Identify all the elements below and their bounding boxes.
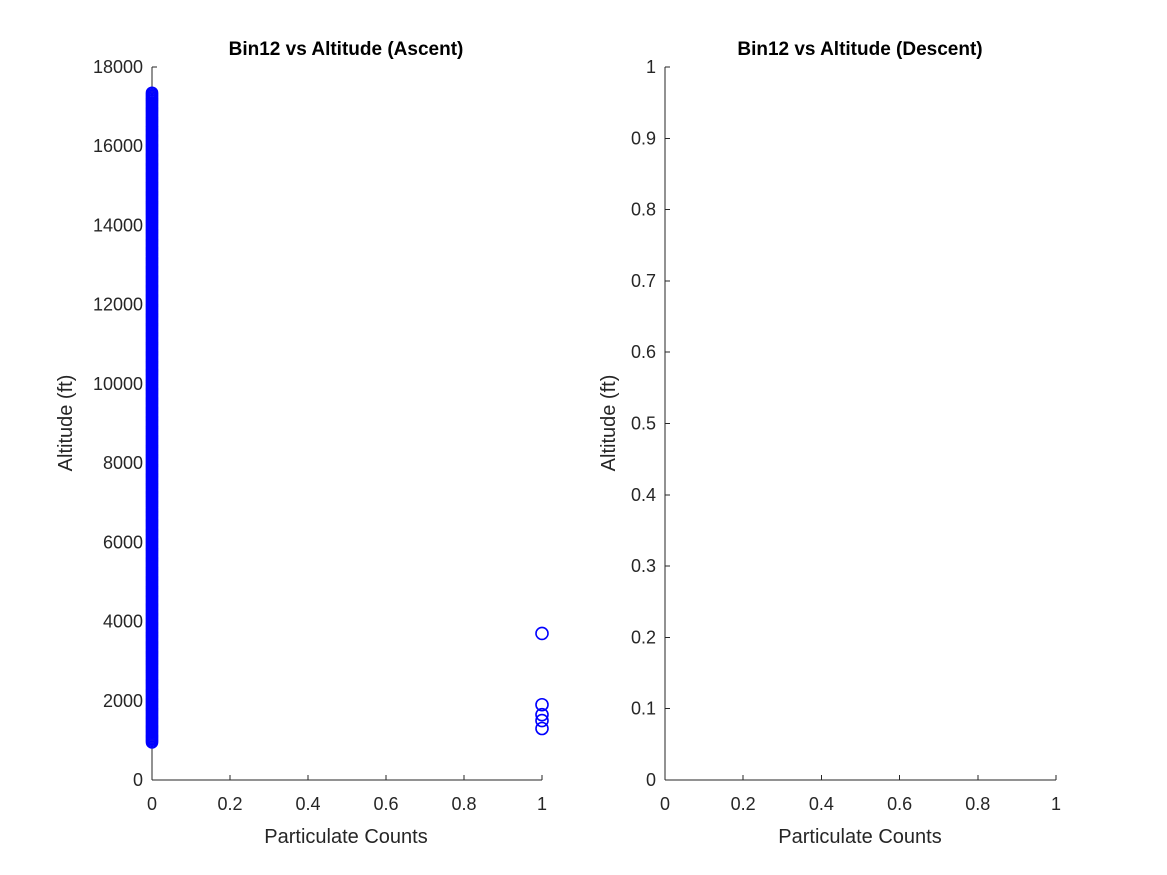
descent-y-tick-label: 0.9 — [631, 128, 656, 148]
ascent-x-tick-label: 0 — [147, 794, 157, 814]
descent-subplot: Bin12 vs Altitude (Descent) 0 0.1 0.2 0.3 0.… — [598, 39, 1061, 848]
ascent-chart-title: Bin12 vs Altitude (Ascent) — [229, 39, 464, 60]
ascent-y-tick-label: 2000 — [103, 691, 143, 711]
descent-x-tick-label: 0.2 — [731, 794, 756, 814]
descent-y-tick-label: 0 — [646, 770, 656, 790]
data-point — [535, 626, 549, 641]
descent-x-ticks: 0 0.2 0.4 0.6 0.8 1 — [660, 775, 1061, 814]
ascent-x-ticks: 0 0.2 0.4 0.6 0.8 1 — [147, 775, 547, 814]
descent-y-tick-label: 0.6 — [631, 342, 656, 362]
ascent-x-axis-label: Particulate Counts — [264, 826, 427, 848]
descent-x-tick-label: 0.8 — [965, 794, 990, 814]
descent-x-tick-label: 0.6 — [887, 794, 912, 814]
ascent-y-tick-label: 0 — [133, 770, 143, 790]
data-point — [535, 713, 549, 728]
descent-chart-title: Bin12 vs Altitude (Descent) — [737, 39, 982, 60]
descent-y-tick-label: 0.3 — [631, 556, 656, 576]
ascent-y-tick-label: 12000 — [93, 295, 143, 315]
ascent-y-tick-label: 10000 — [93, 374, 143, 394]
ascent-x-tick-label: 1 — [537, 794, 547, 814]
ascent-y-tick-label: 8000 — [103, 453, 143, 473]
data-point — [535, 697, 549, 712]
descent-y-ticks: 0 0.1 0.2 0.3 0.4 0.5 0.6 0.7 0.8 0.9 1 — [631, 57, 670, 790]
descent-y-tick-label: 0.4 — [631, 485, 656, 505]
descent-y-tick-label: 1 — [646, 57, 656, 77]
ascent-x-tick-label: 0.8 — [451, 794, 476, 814]
descent-x-tick-label: 0.4 — [809, 794, 834, 814]
ascent-x-tick-label: 0.6 — [373, 794, 398, 814]
descent-y-tick-label: 0.8 — [631, 200, 656, 220]
ascent-y-tick-label: 4000 — [103, 612, 143, 632]
ascent-x-tick-label: 0.4 — [295, 794, 320, 814]
ascent-y-tick-label: 16000 — [93, 136, 143, 156]
ascent-y-tick-label: 6000 — [103, 532, 143, 552]
ascent-y-tick-label: 18000 — [93, 57, 143, 77]
ascent-data-points — [145, 86, 549, 749]
descent-x-tick-label: 1 — [1051, 794, 1061, 814]
data-point — [535, 721, 549, 736]
descent-y-tick-label: 0.7 — [631, 271, 656, 291]
ascent-y-tick-label: 14000 — [93, 215, 143, 235]
ascent-subplot: Bin12 vs Altitude (Ascent) 0 2000 4000 6000… — [55, 39, 549, 848]
descent-y-tick-label: 0.1 — [631, 699, 656, 719]
ascent-y-ticks: 0 2000 4000 6000 8000 10000 12000 14000 16000 180… — [93, 57, 157, 790]
data-point — [535, 707, 549, 722]
descent-x-axis-label: Particulate Counts — [778, 826, 941, 848]
data-point — [145, 86, 159, 100]
ascent-x-tick-label: 0.2 — [217, 794, 242, 814]
descent-y-axis-label: Altitude (ft) — [598, 375, 620, 472]
descent-y-tick-label: 0.5 — [631, 414, 656, 434]
ascent-y-axis-label: Altitude (ft) — [55, 375, 77, 472]
descent-x-tick-label: 0 — [660, 794, 670, 814]
descent-y-tick-label: 0.2 — [631, 627, 656, 647]
